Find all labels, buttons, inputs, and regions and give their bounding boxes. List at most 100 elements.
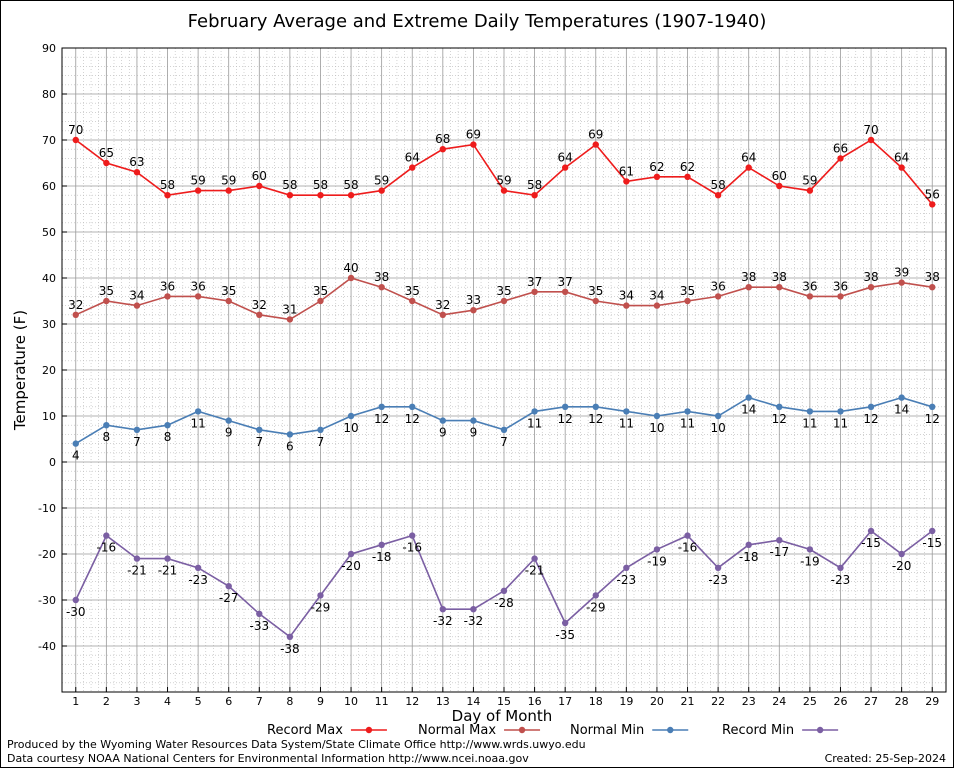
data-label-normal-min: 12: [772, 412, 787, 426]
y-tick-label: -40: [38, 640, 56, 653]
x-tick-label: 23: [742, 695, 756, 708]
data-label-normal-min: 7: [500, 435, 508, 449]
data-point-record-max: [684, 173, 691, 180]
data-label-normal-min: 10: [649, 421, 664, 435]
data-label-record-min: -32: [433, 614, 453, 628]
data-label-record-min: -16: [402, 541, 422, 555]
data-point-normal-min: [561, 403, 569, 410]
data-point-normal-min: [500, 426, 508, 433]
y-tick-label: 80: [42, 88, 56, 101]
data-label-record-max: 64: [558, 151, 573, 165]
data-label-normal-min: 7: [133, 435, 141, 449]
data-label-record-max: 63: [129, 155, 144, 169]
data-label-normal-min: 12: [863, 412, 878, 426]
data-label-record-max: 62: [680, 160, 695, 174]
x-tick-label: 6: [225, 695, 232, 708]
data-label-record-max: 69: [588, 128, 603, 142]
data-label-record-max: 62: [649, 160, 664, 174]
data-label-normal-min: 11: [190, 416, 205, 430]
data-point-record-max: [347, 192, 355, 199]
data-point-normal-min: [103, 422, 110, 429]
data-label-normal-min: 7: [255, 435, 263, 449]
data-point-normal-min: [867, 403, 875, 410]
data-label-normal-max: 38: [374, 270, 389, 284]
x-tick-label: 21: [681, 695, 695, 708]
data-point-record-min: [470, 606, 477, 613]
data-label-record-max: 59: [802, 174, 817, 188]
data-label-record-min: -33: [249, 619, 269, 633]
data-label-record-min: -29: [586, 600, 606, 614]
data-label-record-min: -16: [678, 541, 698, 555]
data-point-record-max: [409, 164, 416, 171]
data-label-normal-max: 35: [496, 284, 511, 298]
data-point-normal-max: [929, 284, 936, 291]
x-tick-label: 18: [589, 695, 603, 708]
data-point-record-min: [317, 592, 324, 599]
data-point-normal-max: [409, 297, 416, 305]
data-point-record-max: [133, 169, 141, 176]
data-label-normal-min: 7: [317, 435, 325, 449]
x-tick-label: 28: [895, 695, 909, 708]
data-label-normal-max: 39: [894, 266, 909, 280]
data-label-normal-max: 35: [405, 284, 420, 298]
data-point-record-max: [929, 201, 936, 208]
data-label-normal-min: 11: [619, 416, 634, 430]
data-label-record-min: -23: [617, 573, 637, 587]
data-point-record-max: [164, 192, 171, 199]
data-point-record-min: [745, 541, 752, 548]
data-point-record-max: [867, 136, 875, 144]
y-tick-label: 50: [42, 226, 56, 239]
data-point-normal-max: [194, 293, 202, 300]
data-point-normal-min: [72, 440, 79, 447]
data-point-normal-max: [806, 293, 814, 300]
data-point-normal-min: [531, 408, 538, 415]
y-tick-label: -20: [38, 548, 56, 561]
data-label-record-min: -28: [494, 596, 514, 610]
data-label-normal-max: 38: [863, 270, 878, 284]
data-point-normal-min: [898, 394, 905, 401]
data-label-record-max: 59: [374, 174, 389, 188]
data-label-record-min: -17: [769, 545, 789, 559]
data-point-record-max: [745, 164, 752, 171]
data-label-record-max: 65: [99, 146, 114, 160]
data-point-normal-max: [317, 297, 324, 305]
data-label-normal-max: 33: [466, 293, 481, 307]
data-point-normal-min: [806, 408, 814, 415]
data-point-normal-max: [837, 293, 844, 300]
data-label-record-min: -19: [647, 554, 667, 568]
data-point-normal-min: [592, 403, 599, 410]
data-point-normal-min: [470, 417, 477, 424]
data-point-record-min: [776, 537, 783, 544]
data-point-normal-max: [72, 311, 79, 318]
data-point-record-min: [898, 550, 905, 558]
y-tick-label: 90: [42, 42, 56, 55]
data-point-normal-min: [745, 394, 752, 401]
data-point-record-min: [409, 532, 416, 539]
data-point-record-min: [684, 532, 691, 539]
data-point-normal-min: [164, 422, 171, 429]
data-point-record-max: [898, 164, 905, 171]
data-label-record-min: -21: [127, 564, 147, 578]
x-tick-label: 27: [864, 695, 878, 708]
footer-producer: Produced by the Wyoming Water Resources …: [7, 738, 586, 751]
x-tick-label: 9: [317, 695, 324, 708]
data-label-normal-max: 35: [588, 284, 603, 298]
data-label-record-min: -35: [555, 628, 575, 642]
data-label-normal-min: 14: [894, 403, 909, 417]
data-point-normal-max: [225, 297, 232, 305]
x-tick-label: 24: [772, 695, 786, 708]
data-label-normal-max: 36: [802, 279, 817, 293]
x-tick-label: 17: [558, 695, 572, 708]
data-point-record-min: [653, 546, 661, 553]
data-label-record-max: 56: [925, 187, 940, 201]
data-point-normal-min: [714, 412, 722, 420]
data-label-normal-max: 34: [649, 289, 664, 303]
data-point-record-min: [103, 532, 110, 539]
data-label-normal-max: 31: [282, 302, 297, 316]
x-tick-label: 3: [133, 695, 140, 708]
data-point-record-min: [714, 564, 722, 571]
data-point-normal-max: [898, 279, 905, 286]
data-label-record-min: -16: [97, 541, 117, 555]
data-label-normal-min: 14: [741, 403, 756, 417]
